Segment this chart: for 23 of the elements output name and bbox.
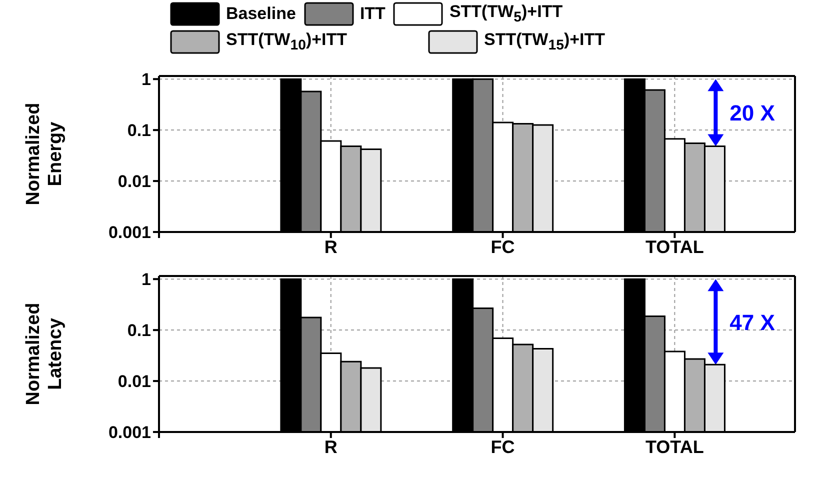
annotation: 47 X [730, 310, 776, 335]
legend-label: Baseline [226, 4, 296, 24]
annotation: 20 X [730, 100, 776, 126]
legend-label: STT(TW$_{15}$)+ITT [484, 30, 606, 54]
x-tick-label: R [324, 436, 338, 457]
legend-label: ITT [360, 4, 386, 24]
legend-label: STT(TW$_{10}$)+ITT [226, 30, 348, 54]
y-tick-label: 0.01 [118, 172, 151, 192]
y-tick-label: 0.1 [127, 321, 151, 340]
y-tick-label: 0.01 [118, 372, 151, 392]
y-tick-label: 0.1 [127, 121, 151, 140]
x-tick-label: FC [490, 236, 515, 257]
y-tick-label: 0.001 [108, 423, 151, 442]
legend-label: STT(TW$_{5}$)+ITT [449, 2, 563, 26]
y-tick-label: 1 [142, 270, 151, 290]
y-axis-title: Normalized Latency [23, 302, 66, 406]
y-tick-label: 1 [142, 70, 151, 90]
y-tick-label: 0.001 [108, 223, 151, 242]
x-tick-label: FC [490, 436, 515, 457]
y-axis-title: Normalized Energy [23, 102, 66, 206]
x-tick-label: TOTAL [646, 436, 704, 457]
x-tick-label: TOTAL [646, 236, 704, 257]
x-tick-label: R [324, 236, 338, 257]
